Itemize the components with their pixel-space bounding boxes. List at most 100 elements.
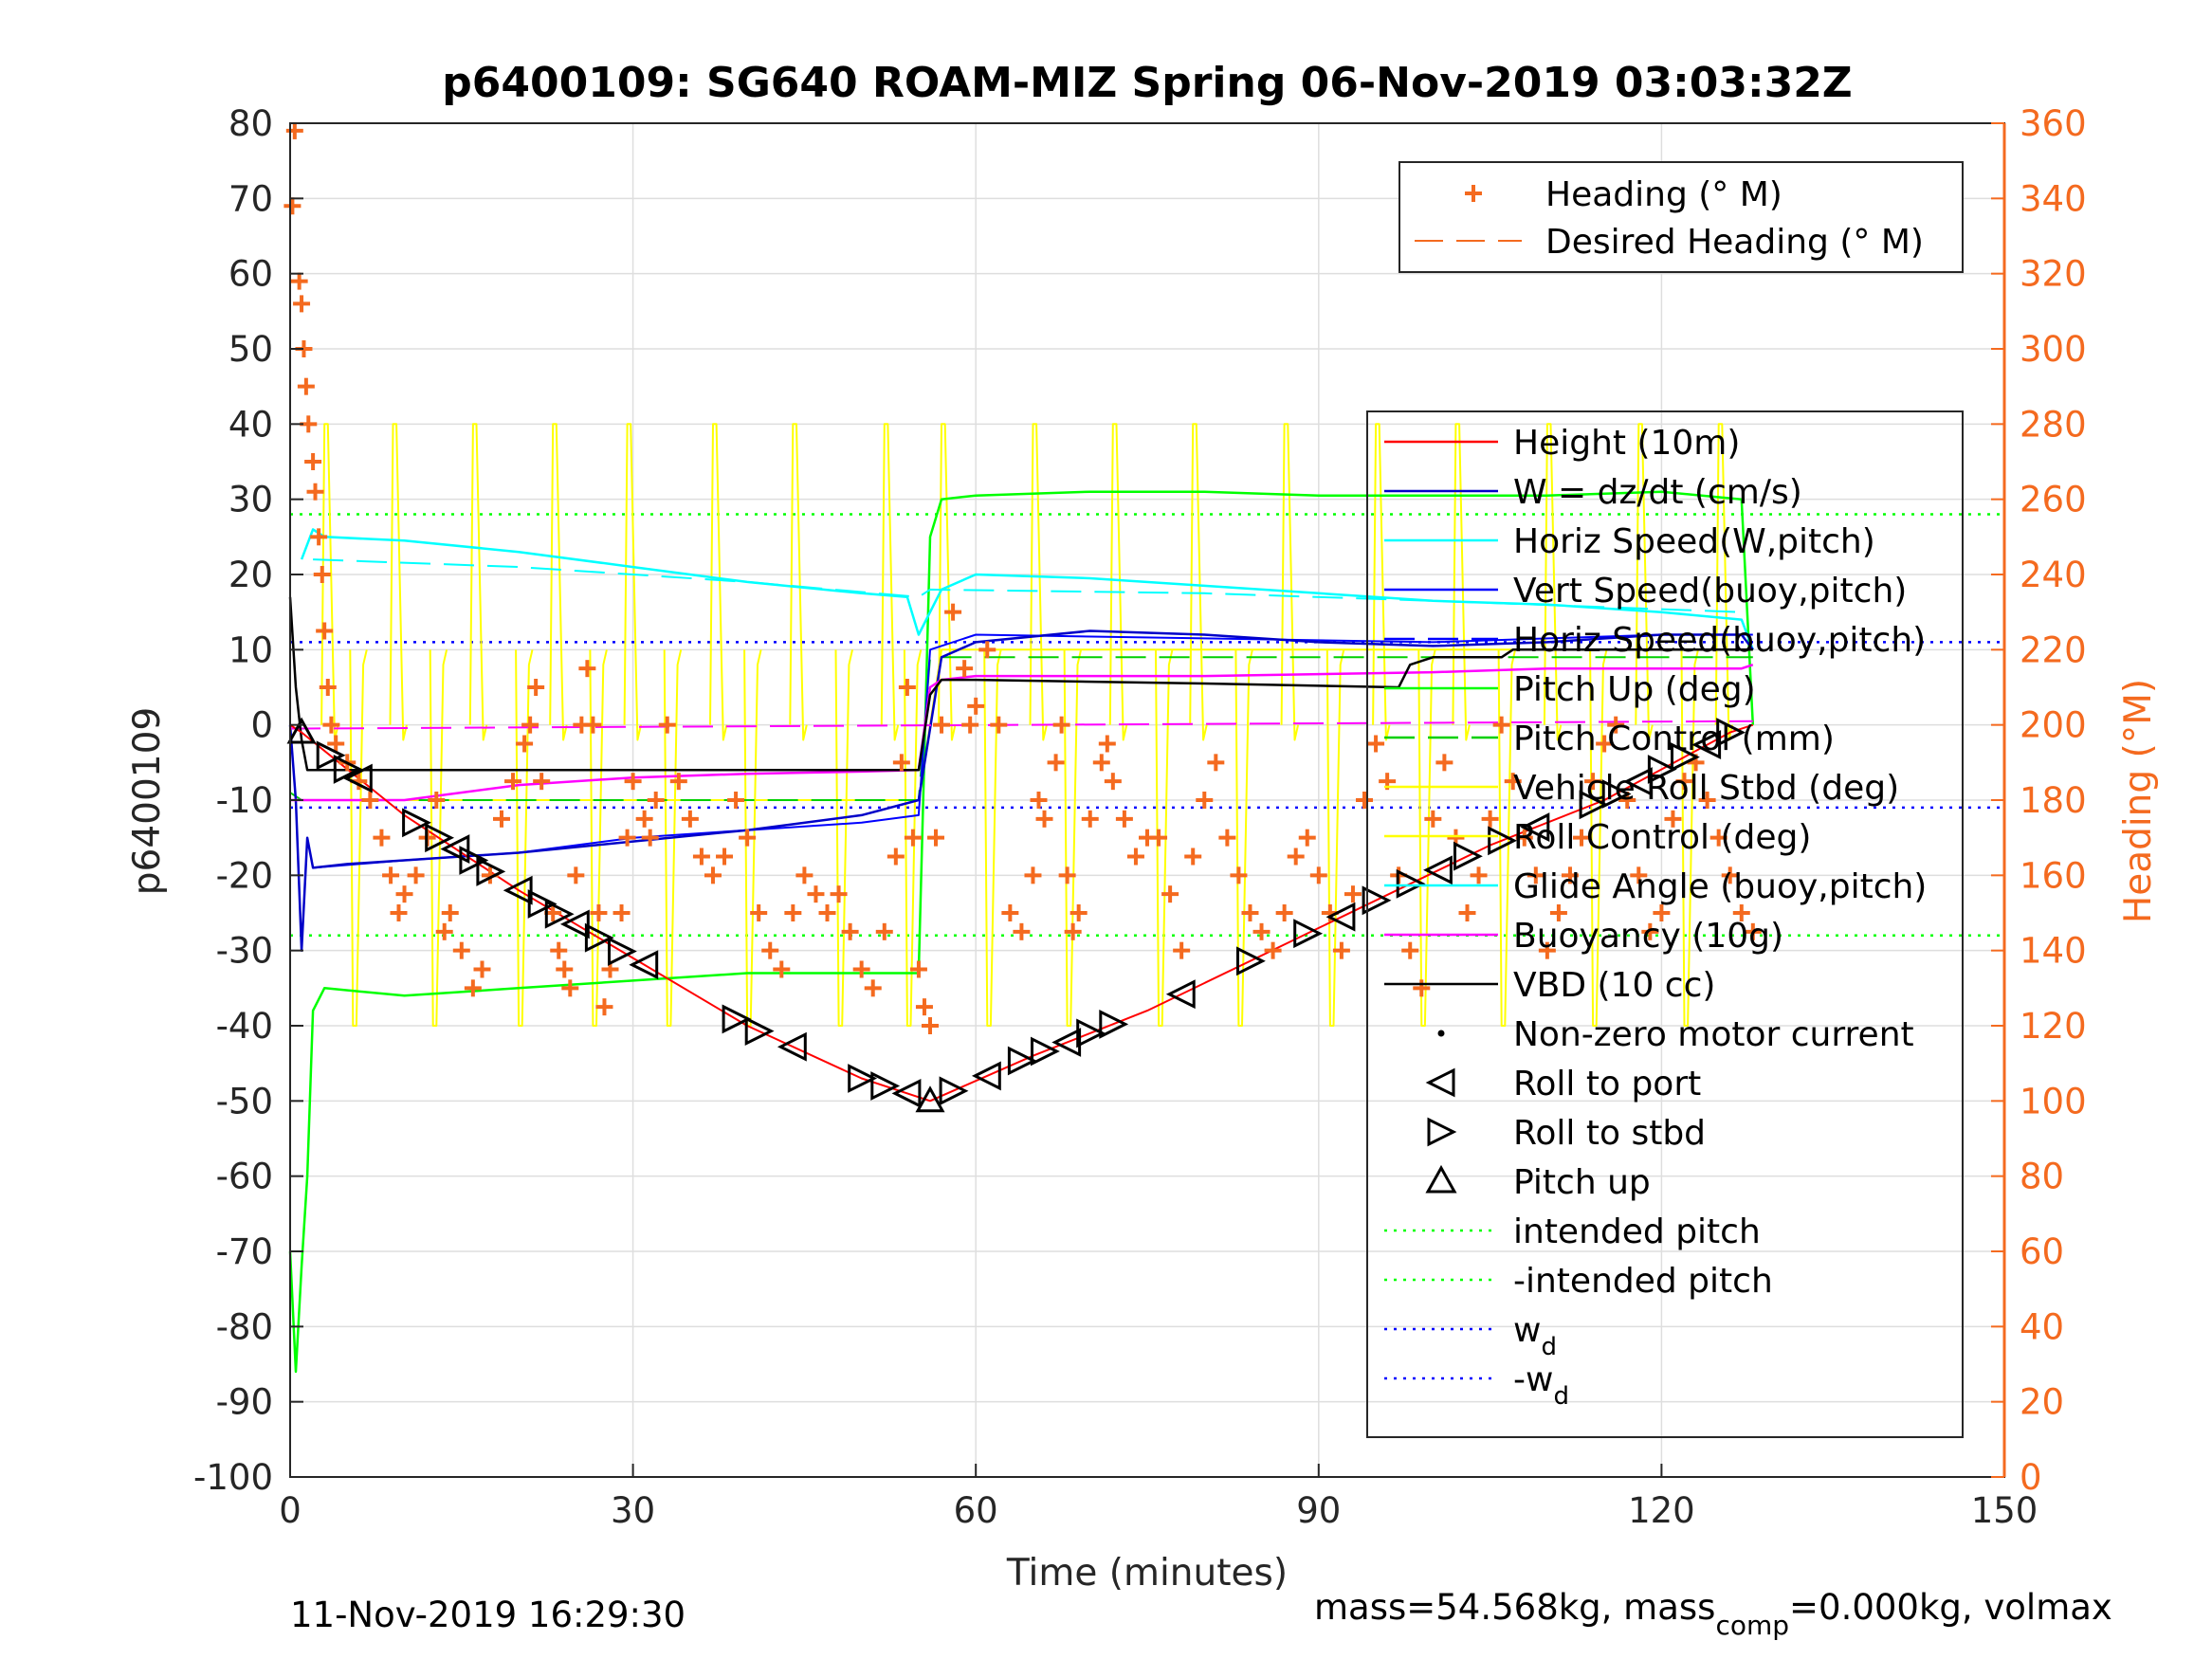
- heading-point-5: [297, 377, 315, 395]
- bottom-axis: 0 30 60 90 120 150: [279, 1464, 2038, 1531]
- roll-marker-0: [286, 717, 317, 744]
- heading-point-75: [892, 754, 910, 772]
- heading-point-51: [635, 810, 653, 828]
- heading-point-87: [978, 641, 996, 659]
- heading-point-8: [306, 483, 324, 501]
- legend-sample-12: [1437, 1030, 1445, 1037]
- roll-marker-22: [915, 1085, 945, 1113]
- footer-mass-suffix: =0.000kg, volmax: [1789, 1587, 2112, 1628]
- heading-point-57: [692, 848, 710, 866]
- roll-pulse-15: [903, 649, 923, 1027]
- heading-point-107: [1161, 885, 1179, 903]
- roll-marker-25: [1007, 1046, 1037, 1076]
- roll-pulse-23: [1234, 649, 1253, 1027]
- roll-marker-46: [1716, 718, 1746, 748]
- heading-point-31: [492, 810, 510, 828]
- legend-label-1: W = dz/dt (cm/s): [1513, 473, 1802, 512]
- heading-point-40: [561, 979, 579, 997]
- footer-timestamp: 11-Nov-2019 16:29:30: [290, 1595, 686, 1635]
- legend-label-0: Height (10m): [1513, 424, 1740, 463]
- y2tick-label-4: 280: [2020, 404, 2087, 445]
- heading-point-36: [533, 773, 551, 791]
- xtick-label-2: 60: [954, 1490, 998, 1531]
- heading-point-128: [1401, 941, 1419, 959]
- heading-point-113: [1230, 866, 1248, 884]
- roll-marker-27: [1051, 1028, 1082, 1057]
- roll-pulse-6: [549, 423, 568, 741]
- roll-marker-35: [1396, 868, 1426, 899]
- x-axis-label: Time (minutes): [1006, 1552, 1288, 1595]
- heading-point-131: [1435, 754, 1453, 772]
- legend-label-18: wd: [1513, 1311, 1557, 1361]
- roll-marker-11: [544, 899, 575, 929]
- heading-point-73: [875, 922, 893, 940]
- roll-pulse-5: [515, 649, 534, 1027]
- plot-markers: [283, 121, 1762, 1113]
- heading-point-148: [1630, 866, 1648, 884]
- roll-marker-18: [777, 1031, 807, 1062]
- roll-marker-9: [503, 875, 533, 905]
- series-vbd: [288, 596, 1753, 772]
- heading-point-125: [1367, 735, 1385, 753]
- heading-point-136: [1492, 716, 1510, 734]
- heading-point-18: [373, 829, 391, 847]
- heading-point-114: [1241, 904, 1259, 921]
- heading-point-84: [956, 660, 974, 678]
- y2tick-label-2: 320: [2020, 254, 2087, 295]
- left-axis: 80 70 60 50 40 30 20 10 0 -10 -20 -30 -40 -50 -60 -70 -8…: [193, 103, 303, 1498]
- legend-label-8: Roll Control (deg): [1513, 818, 1811, 857]
- heading-point-29: [473, 960, 491, 978]
- roll-pulse-20: [1108, 423, 1128, 741]
- roll-marker-34: [1362, 885, 1392, 916]
- heading-point-17: [361, 792, 379, 809]
- heading-point-98: [1069, 904, 1088, 921]
- roll-pulse-18: [1029, 423, 1048, 741]
- roll-marker-2: [333, 754, 363, 784]
- y2tick-label-0: 360: [2020, 103, 2087, 144]
- roll-pulse-26: [1372, 423, 1391, 741]
- roll-marker-8: [476, 856, 506, 886]
- legend-label-16: intended pitch: [1513, 1212, 1761, 1251]
- heading-point-43: [578, 660, 596, 678]
- ytick-label-6: 20: [229, 555, 273, 595]
- heading-point-96: [1058, 866, 1076, 884]
- roll-pulse-27: [1417, 649, 1436, 1027]
- roll-pulse-17: [983, 649, 1002, 1027]
- y2tick-label-3: 300: [2020, 329, 2087, 370]
- roll-marker-36: [1423, 855, 1453, 885]
- heading-point-74: [887, 848, 905, 866]
- heading-point-24: [428, 792, 446, 809]
- heading-point-141: [1549, 904, 1567, 921]
- heading-point-54: [658, 716, 676, 734]
- heading-point-91: [1024, 866, 1042, 884]
- heading-point-12: [319, 679, 337, 696]
- heading-point-46: [595, 998, 613, 1016]
- roll-pulse-32: [1635, 423, 1654, 741]
- heading-point-99: [1081, 810, 1099, 828]
- series-buoyancy: [290, 664, 1754, 802]
- legend-label-6: Pitch Control (mm): [1513, 720, 1835, 758]
- xtick-label-3: 90: [1296, 1490, 1341, 1531]
- series-height: [289, 723, 1754, 1103]
- legend-sample-14: [1427, 1117, 1457, 1147]
- heading-point-155: [1709, 829, 1728, 847]
- heading-point-151: [1664, 810, 1682, 828]
- footer-mass-sub: comp: [1715, 1610, 1789, 1641]
- heading-point-64: [773, 960, 791, 978]
- heading-point-110: [1196, 792, 1214, 809]
- heading-point-143: [1573, 829, 1591, 847]
- heading-point-22: [407, 866, 425, 884]
- y2tick-label-5: 260: [2020, 480, 2087, 520]
- heading-point-77: [904, 829, 922, 847]
- heading-point-152: [1675, 773, 1693, 791]
- roll-marker-26: [1031, 1036, 1060, 1066]
- ytick-label-4: 40: [229, 404, 273, 445]
- heading-point-142: [1561, 866, 1579, 884]
- heading-point-56: [681, 810, 699, 828]
- heading-point-103: [1115, 810, 1133, 828]
- legend-neg-wd-main: -w: [1513, 1360, 1553, 1399]
- heading-point-76: [898, 679, 916, 696]
- heading-point-115: [1252, 922, 1271, 940]
- roll-pulse-16: [938, 423, 957, 741]
- heading-point-82: [933, 716, 951, 734]
